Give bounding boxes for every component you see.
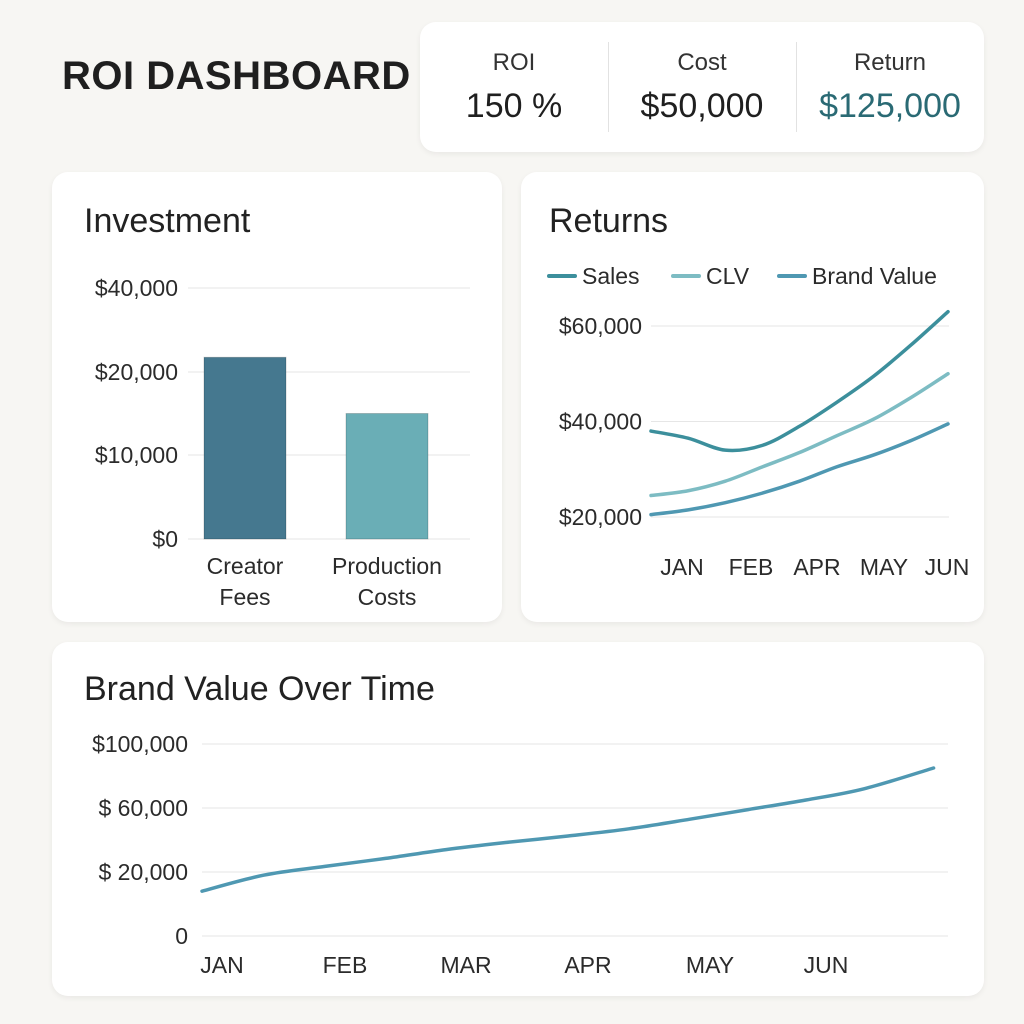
kpi-roi-value: 150 %	[465, 86, 563, 125]
brand-value-title: Brand Value Over Time	[84, 670, 435, 708]
returns-y-tick-label: $20,000	[559, 504, 642, 530]
investment-x-tick-label: Fees	[219, 584, 270, 610]
investment-bar-production-costs	[345, 413, 429, 540]
returns-series-brand-value	[649, 422, 950, 517]
returns-title: Returns	[549, 202, 669, 240]
brand-x-tick-label: JUN	[804, 952, 849, 978]
returns-x-tick-label: JUN	[925, 554, 970, 580]
investment-x-tick-label: Production	[332, 553, 442, 579]
brand-x-tick-label: FEB	[323, 952, 368, 978]
returns-series-clv	[649, 372, 950, 498]
returns-legend-label-brand-value: Brand Value	[812, 263, 937, 289]
kpi-cost-label: Cost	[677, 48, 727, 76]
returns-chart: $20,000 $40,000 $60,000 JAN FEB APR MAY JUN Sale…	[547, 263, 970, 580]
investment-x-tick-label: Costs	[358, 584, 417, 610]
kpi-roi: ROI 150 %	[420, 22, 608, 152]
brand-y-tick-label: 0	[175, 923, 188, 949]
kpi-return-value: $125,000	[819, 86, 961, 125]
returns-x-tick-label: JAN	[660, 554, 703, 580]
brand-y-tick-label: $ 60,000	[98, 795, 188, 821]
investment-y-tick-label: $20,000	[95, 359, 178, 385]
kpi-return: Return $125,000	[796, 22, 984, 152]
returns-x-tick-label: APR	[793, 554, 840, 580]
returns-series-sales	[649, 309, 950, 453]
investment-y-tick-label: $10,000	[95, 442, 178, 468]
brand-x-tick-label: APR	[564, 952, 611, 978]
brand-value-chart: 0 $ 20,000 $ 60,000 $100,000 JAN FEB MAR APR MAY…	[92, 731, 948, 978]
kpi-cost-value: $50,000	[640, 86, 764, 125]
brand-x-tick-label: JAN	[200, 952, 243, 978]
brand-value-card: Brand Value Over Time 0 $ 20,000 $ 60,000 $…	[52, 642, 984, 996]
brand-x-tick-label: MAY	[686, 952, 734, 978]
investment-bar-creator-fees	[203, 356, 287, 540]
returns-legend-label-sales: Sales	[582, 263, 640, 289]
brand-y-tick-label: $ 20,000	[98, 859, 188, 885]
brand-value-line	[200, 766, 936, 893]
kpi-summary: ROI 150 % Cost $50,000 Return $125,000	[420, 22, 984, 152]
kpi-return-label: Return	[853, 48, 927, 76]
returns-y-tick-label: $40,000	[559, 409, 642, 435]
investment-chart: $0 $10,000 $20,000 $40,000 Creator Fees Produc…	[95, 275, 470, 610]
returns-y-tick-label: $60,000	[559, 313, 642, 339]
page-title: ROI DASHBOARD	[62, 54, 411, 98]
investment-title: Investment	[84, 202, 251, 240]
investment-card: Investment $0 $10,000 $20,000 $40,000 Creato…	[52, 172, 502, 622]
returns-card: Returns $20,000 $40,000 $60,000 JAN FEB APR MA…	[521, 172, 984, 622]
returns-x-tick-label: FEB	[729, 554, 774, 580]
brand-x-tick-label: MAR	[440, 952, 491, 978]
returns-legend-label-clv: CLV	[706, 263, 750, 289]
kpi-roi-label: ROI	[492, 48, 536, 76]
kpi-cost: Cost $50,000	[608, 22, 796, 152]
investment-x-tick-label: Creator	[207, 553, 284, 579]
returns-x-tick-label: MAY	[860, 554, 908, 580]
investment-y-tick-label: $40,000	[95, 275, 178, 301]
investment-y-tick-label: $0	[152, 526, 178, 552]
brand-y-tick-label: $100,000	[92, 731, 188, 757]
